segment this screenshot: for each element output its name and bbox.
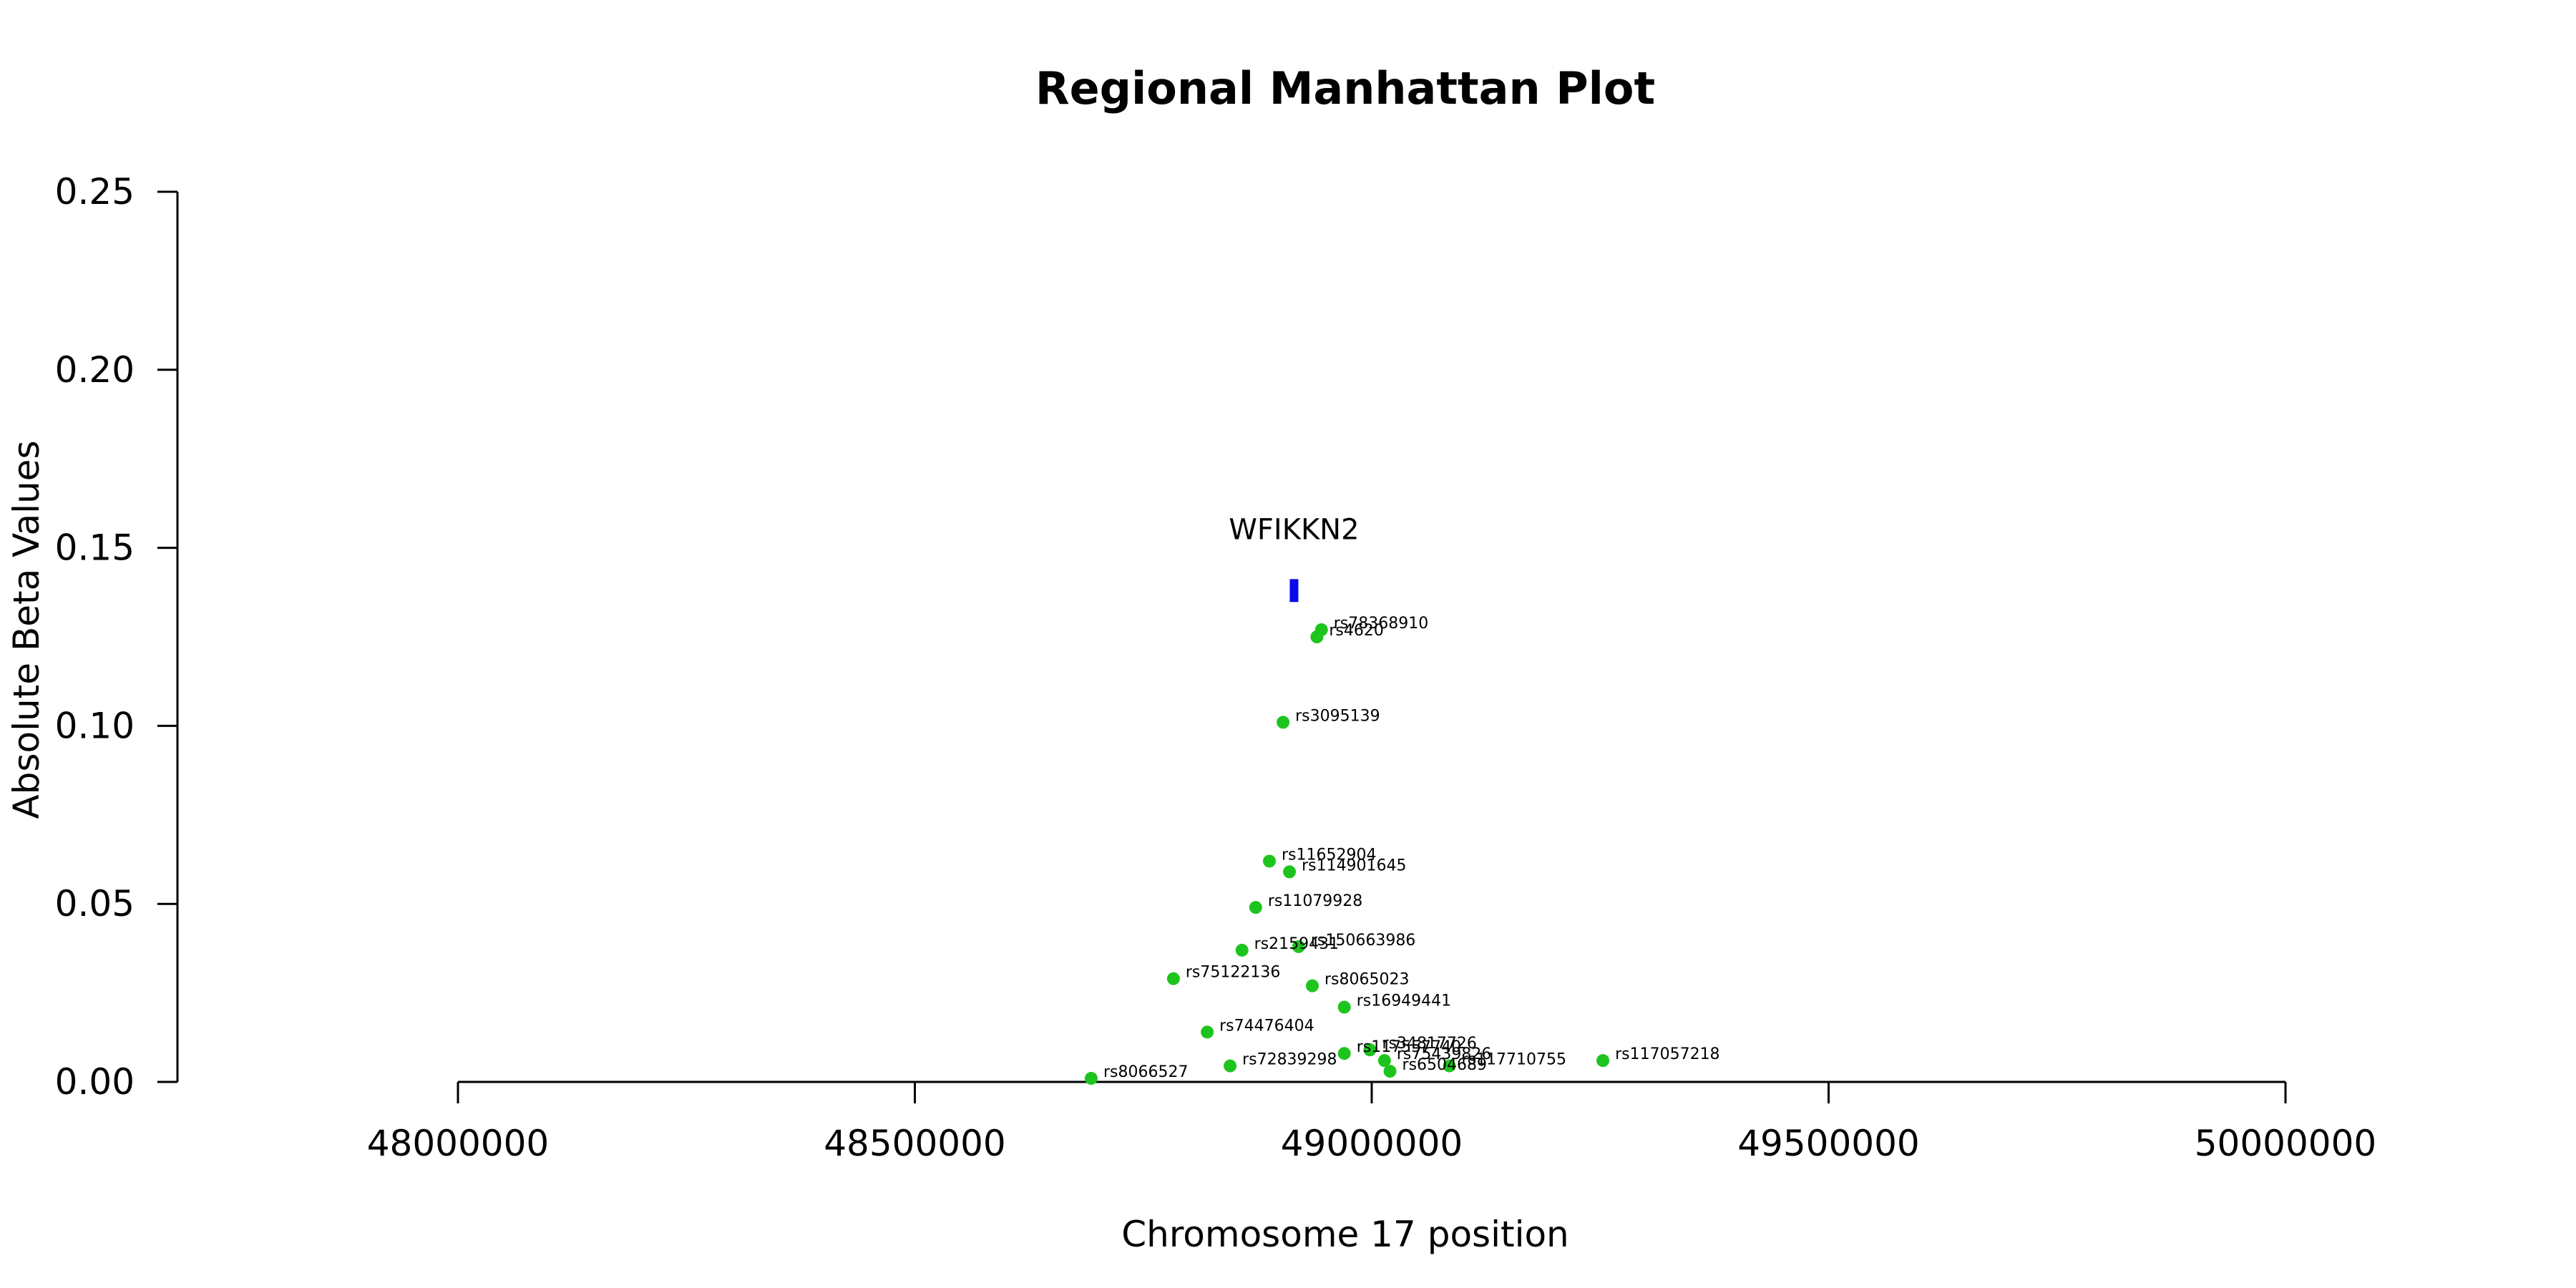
x-tick-label: 49000000 <box>1281 1123 1463 1164</box>
snp-label: rs8065023 <box>1324 971 1410 989</box>
snp-point <box>1383 1065 1397 1078</box>
snp-label: rs72839298 <box>1242 1051 1337 1069</box>
snp-point <box>1337 1000 1351 1014</box>
gene-layer: WFIKKN2 <box>1229 513 1360 602</box>
snp-label: rs117710755 <box>1462 1051 1566 1069</box>
gene-marker <box>1289 579 1299 602</box>
x-tick-label: 48500000 <box>824 1123 1006 1164</box>
snp-label: rs150663986 <box>1311 932 1415 950</box>
y-tick-label: 0.20 <box>55 349 135 391</box>
snp-label: rs16949441 <box>1357 992 1451 1010</box>
x-tick-label: 48000000 <box>367 1123 550 1164</box>
y-tick-label: 0.05 <box>55 883 135 924</box>
snp-point <box>1224 1059 1237 1073</box>
snp-point <box>1166 972 1180 985</box>
snp-label: rs75439826 <box>1397 1045 1491 1063</box>
x-axis-label: Chromosome 17 position <box>1121 1214 1569 1255</box>
snp-label: rs117557740 <box>1357 1038 1461 1056</box>
snp-point <box>1292 940 1305 953</box>
gene-label: WFIKKN2 <box>1229 513 1359 546</box>
snp-label: rs2159431 <box>1254 935 1340 953</box>
y-tick-label: 0.10 <box>55 705 135 746</box>
snp-label: rs4620 <box>1329 622 1384 640</box>
y-tick-label: 0.00 <box>55 1061 135 1103</box>
snp-label: rs11079928 <box>1268 892 1362 910</box>
snp-label: rs114901645 <box>1302 857 1406 874</box>
snp-point <box>1377 1054 1391 1068</box>
snp-label: rs74476404 <box>1219 1017 1314 1035</box>
snp-label: rs6504689 <box>1402 1056 1488 1074</box>
chart-title: Regional Manhattan Plot <box>1035 62 1655 114</box>
snp-point <box>1283 865 1297 879</box>
snp-point <box>1363 1043 1377 1057</box>
points-layer <box>1084 623 1610 1085</box>
snp-label: rs75122136 <box>1186 964 1280 982</box>
snp-point <box>1262 854 1276 868</box>
snp-label: rs117057218 <box>1615 1045 1719 1063</box>
snp-point <box>1310 630 1324 643</box>
snp-point <box>1305 979 1319 992</box>
x-tick-label: 49500000 <box>1737 1123 1920 1164</box>
y-ticks: 0.00 0.05 0.10 0.15 0.20 0.25 <box>55 171 177 1103</box>
snp-point <box>1443 1059 1456 1073</box>
snp-point <box>1596 1054 1610 1068</box>
x-ticks: 48000000 48500000 49000000 49500000 50000000 <box>367 1082 2377 1164</box>
snp-point <box>1084 1072 1098 1085</box>
y-tick-label: 0.25 <box>55 171 135 213</box>
x-tick-label: 50000000 <box>2195 1123 2377 1164</box>
snp-label: rs78368910 <box>1334 615 1428 633</box>
y-tick-label: 0.15 <box>55 527 135 569</box>
snp-point <box>1201 1025 1214 1039</box>
snp-point <box>1337 1047 1351 1060</box>
snp-label: rs11652904 <box>1282 846 1376 864</box>
snp-point <box>1249 901 1262 914</box>
snp-label: rs34817726 <box>1382 1035 1476 1053</box>
snp-label: rs8066527 <box>1103 1063 1189 1081</box>
snp-point <box>1235 943 1249 957</box>
snp-label: rs3095139 <box>1295 707 1380 725</box>
y-axis-label: Absolute Beta Values <box>6 441 47 819</box>
snp-point <box>1277 716 1290 729</box>
